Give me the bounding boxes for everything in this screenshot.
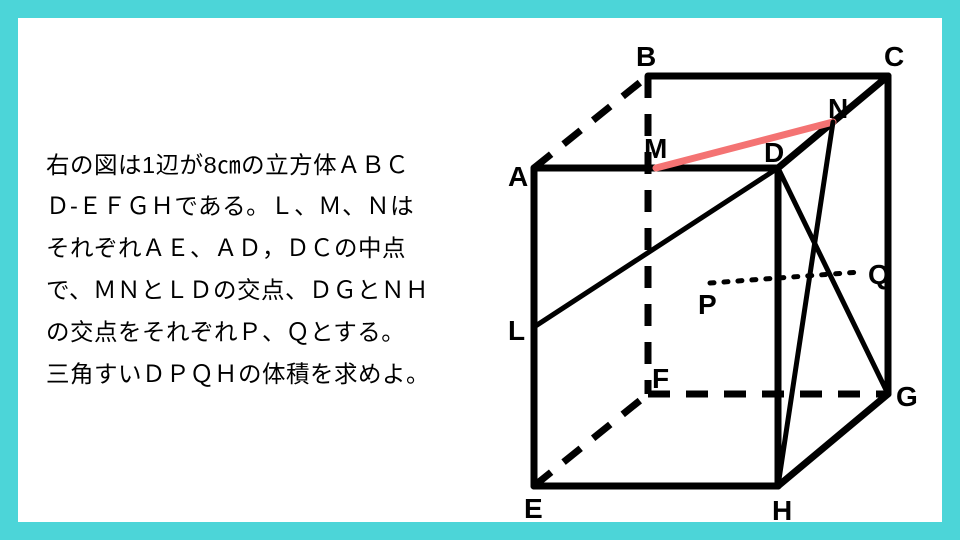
svg-text:E: E: [524, 493, 543, 522]
svg-text:L: L: [508, 315, 525, 346]
cube-diagram: A B C D E F G H L M N P Q: [458, 18, 942, 522]
svg-text:P: P: [698, 289, 717, 320]
svg-text:N: N: [828, 93, 848, 124]
svg-text:B: B: [636, 41, 656, 72]
diagram-area: A B C D E F G H L M N P Q: [458, 18, 942, 522]
content-area: 右の図は1辺が8㎝の立方体ＡＢＣＤ-ＥＦＧＨである。Ｌ、Ｍ、ＮはそれぞれＡＥ、Ａ…: [18, 18, 942, 522]
svg-text:C: C: [884, 41, 904, 72]
svg-text:F: F: [652, 363, 669, 394]
svg-text:M: M: [644, 133, 667, 164]
problem-text: 右の図は1辺が8㎝の立方体ＡＢＣＤ-ＥＦＧＨである。Ｌ、Ｍ、ＮはそれぞれＡＥ、Ａ…: [18, 145, 458, 396]
svg-text:Q: Q: [868, 259, 890, 290]
svg-text:D: D: [764, 137, 784, 168]
svg-text:A: A: [508, 161, 528, 192]
svg-text:G: G: [896, 381, 918, 412]
svg-text:H: H: [772, 495, 792, 522]
